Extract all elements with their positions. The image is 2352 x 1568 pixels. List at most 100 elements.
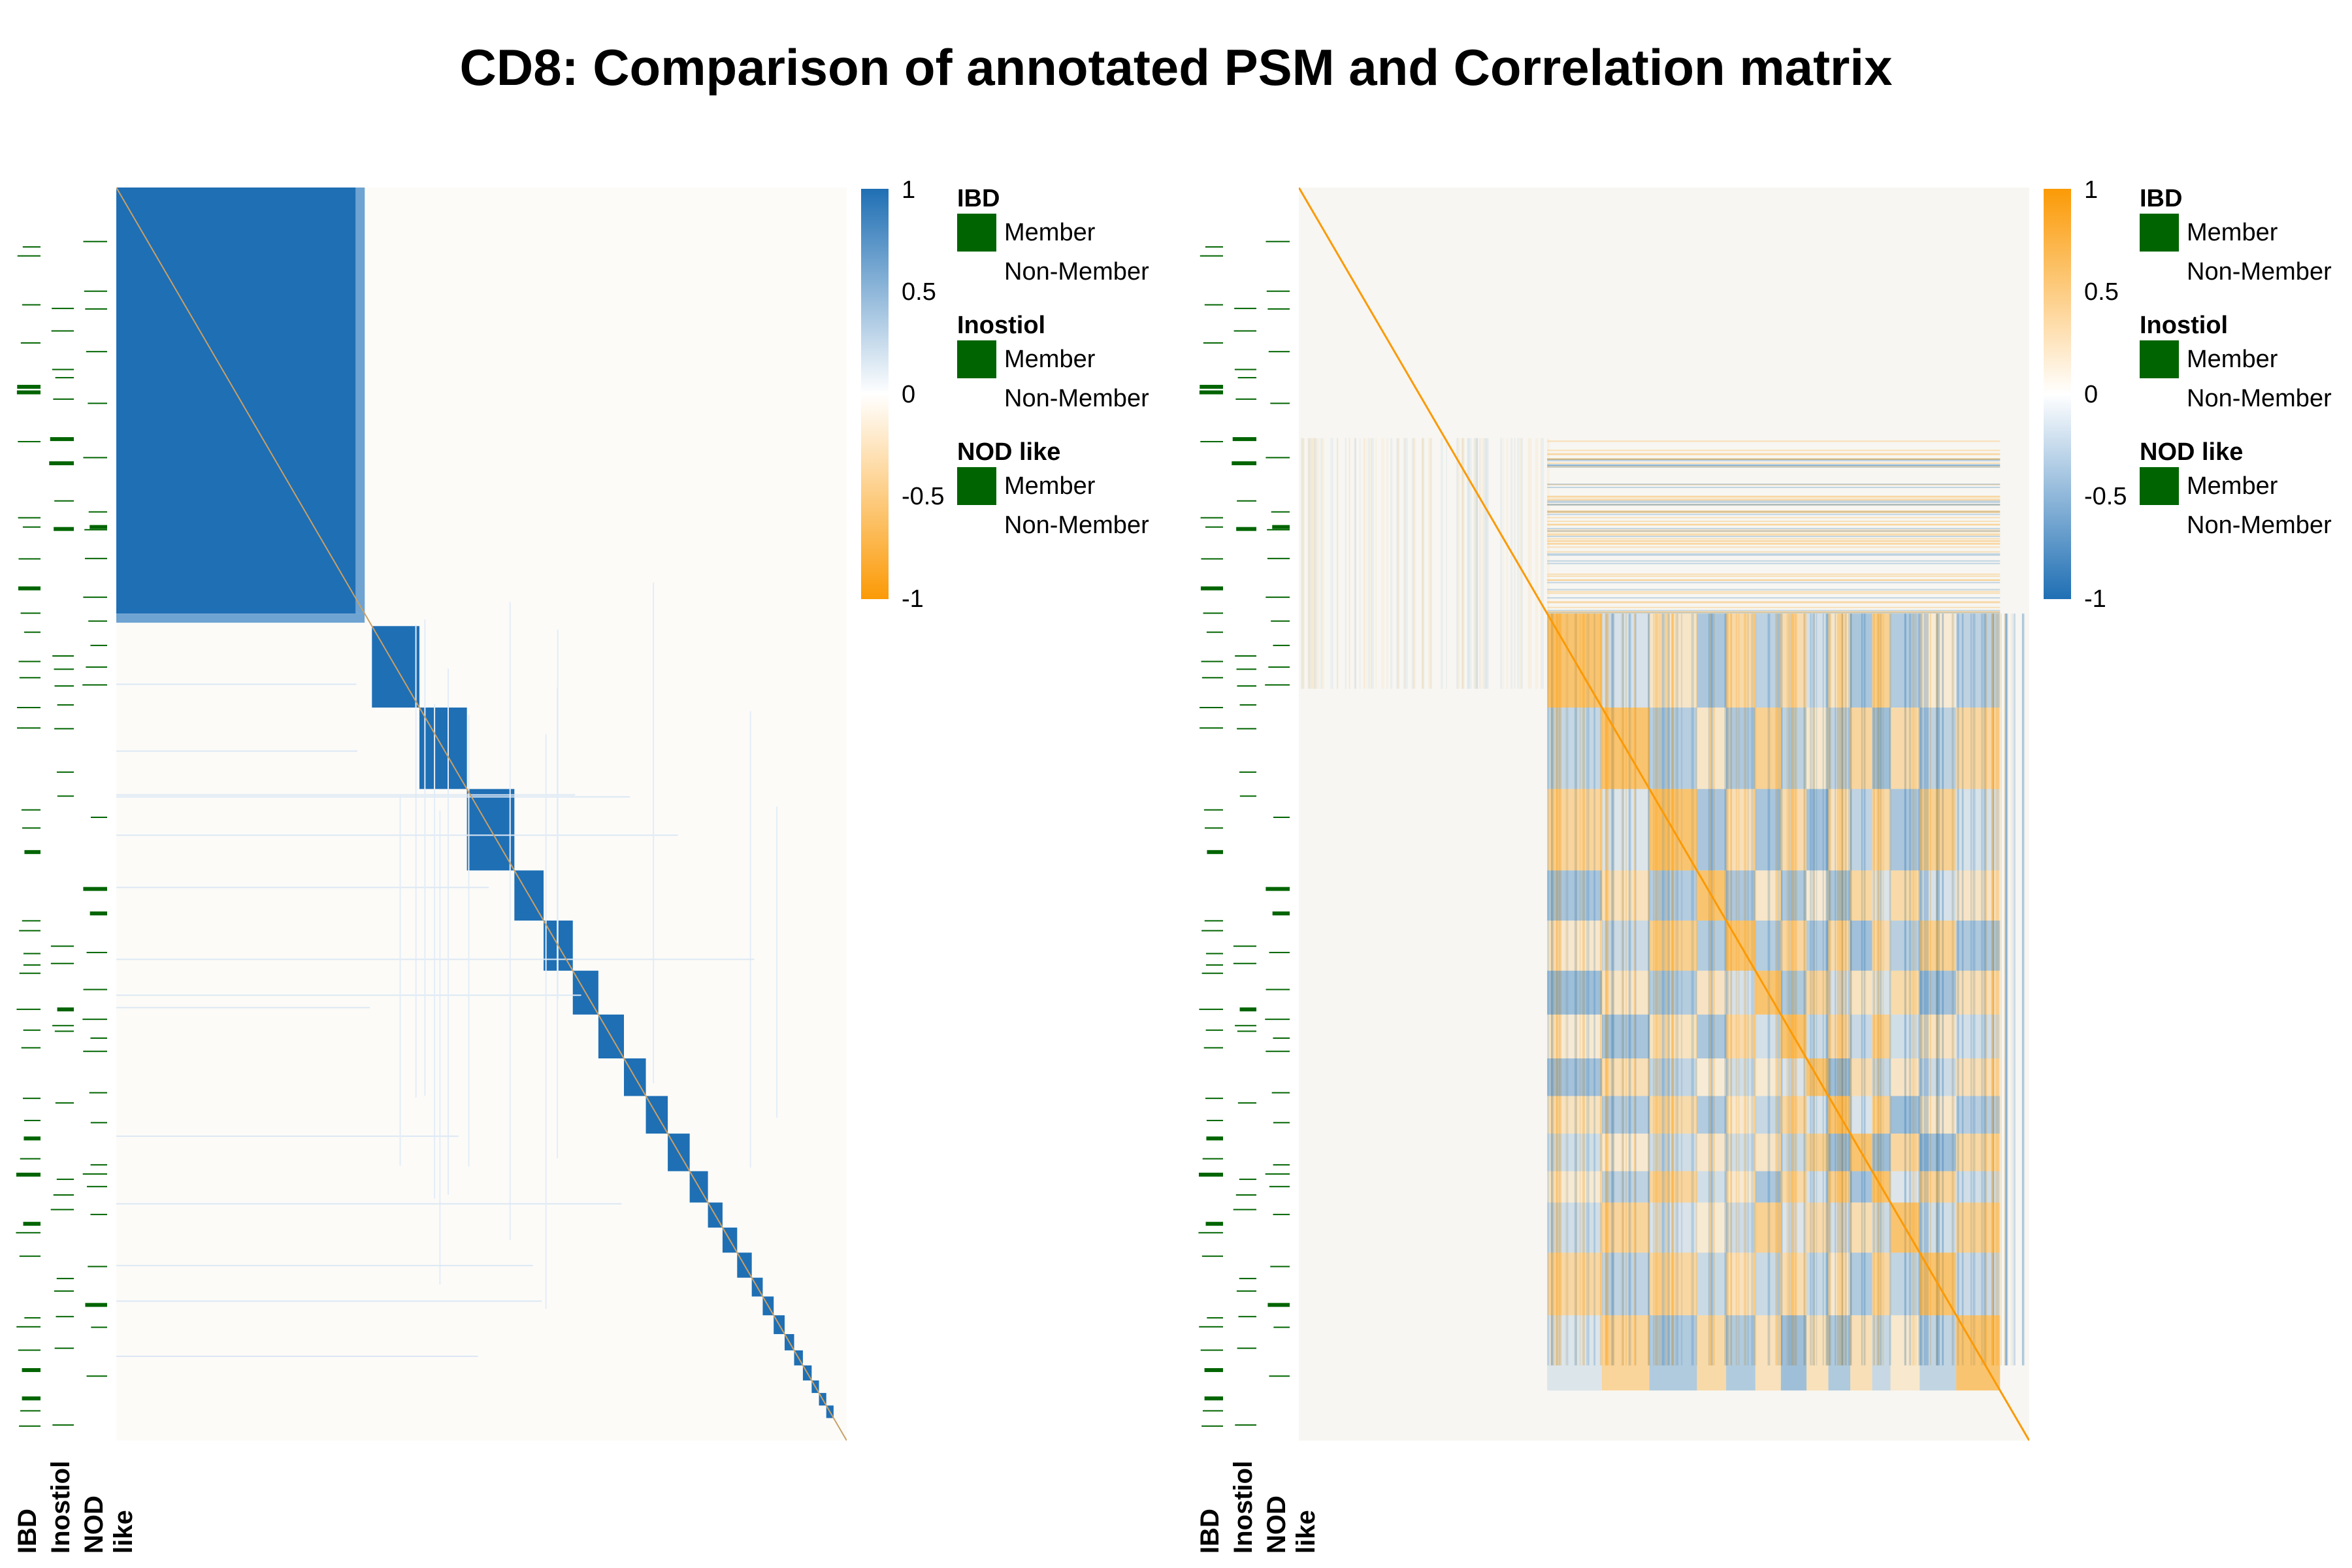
legend-member-swatch: [957, 214, 996, 252]
corr-row-line: [1547, 591, 2001, 593]
legend-member-row: Member: [2140, 467, 2352, 506]
corr-stripe: [1476, 438, 1478, 689]
annot-label-nod-right: NOD like: [1262, 1495, 1320, 1554]
page-title: CD8: Comparison of annotated PSM and Cor…: [459, 39, 1893, 96]
corr-row-line: [1547, 453, 2001, 455]
corr-stripe: [1919, 613, 1923, 1365]
corr-row-line: [1547, 504, 2001, 506]
annot-member-tick: [91, 1326, 107, 1328]
annot-label-ibd-right: IBD: [1196, 1509, 1224, 1554]
corr-block: [1726, 1315, 1756, 1391]
corr-stripe: [1321, 438, 1325, 689]
corr-block: [1919, 1058, 1957, 1096]
corr-stripe: [1584, 613, 1585, 1365]
corr-row-line: [1547, 540, 2001, 542]
corr-block: [1828, 870, 1851, 921]
corr-block: [1780, 1096, 1807, 1134]
legend-group-nod: NOD like Member Non-Member: [2140, 438, 2352, 546]
corr-block: [1872, 1058, 1891, 1096]
corr-stripe: [1880, 613, 1882, 1365]
annot-member-tick: [1205, 526, 1223, 528]
corr-block: [1649, 1134, 1697, 1171]
corr-row-line: [1547, 523, 2001, 525]
annot-member-tick: [1239, 795, 1256, 797]
corr-stripe: [1889, 613, 1891, 1365]
corr-block: [1780, 1134, 1807, 1171]
corr-stripe: [1920, 613, 1923, 1365]
corr-block: [1780, 921, 1807, 971]
annot-member-tick: [1236, 1290, 1256, 1292]
psm-faint-row: [116, 994, 581, 996]
corr-row-line: [1547, 553, 2001, 555]
corr-stripe: [2021, 613, 2025, 1365]
corr-block: [1806, 1171, 1829, 1203]
psm-faint-col: [557, 629, 559, 999]
annot-inostiol-right: [1230, 188, 1256, 1441]
corr-stripe: [1786, 613, 1789, 1365]
corr-stripe: [1747, 613, 1749, 1365]
corr-block: [1726, 970, 1756, 1015]
annot-member-tick: [1200, 1349, 1223, 1351]
corr-stripe: [1316, 438, 1318, 689]
corr-stripe: [1364, 438, 1365, 689]
corr-row-line: [1547, 502, 2001, 504]
corr-block: [1828, 707, 1851, 789]
annot-member-tick: [23, 964, 41, 966]
annot-member-tick: [1199, 390, 1223, 395]
annot-member-tick: [86, 1186, 107, 1188]
annot-member-tick: [22, 1098, 41, 1100]
corr-stripe: [1348, 438, 1350, 689]
corr-block: [1919, 921, 1957, 971]
corr-row-line: [1547, 602, 2001, 604]
corr-stripe: [1952, 613, 1955, 1365]
annot-member-tick: [1201, 558, 1223, 560]
annot-nod-left-svg: [82, 240, 107, 1377]
corr-block: [1601, 870, 1650, 921]
corr-block: [1919, 707, 1957, 789]
legend-title-ibd: IBD: [957, 185, 1000, 212]
annot-member-tick: [1237, 685, 1256, 687]
annot-member-tick: [1200, 517, 1223, 519]
corr-stripe: [1310, 438, 1313, 689]
correlation-heatmap-svg: [1299, 188, 2029, 1441]
corr-block: [1755, 1202, 1781, 1253]
corr-stripe: [1405, 438, 1408, 689]
corr-block: [1890, 1014, 1920, 1059]
corr-block: [1601, 1134, 1650, 1171]
annot-member-tick: [1233, 1209, 1256, 1211]
corr-stripe: [1600, 613, 1603, 1365]
corr-stripe: [1550, 613, 1554, 1365]
legend-nonmember-swatch: [2140, 506, 2179, 544]
corr-stripe: [1485, 438, 1488, 689]
annot-member-tick: [57, 795, 74, 797]
corr-row-line: [1547, 495, 2001, 497]
corr-block: [1547, 1014, 1602, 1059]
corr-stripe: [1844, 613, 1847, 1365]
legend-group-ibd: IBD Member Non-Member: [957, 185, 1218, 292]
corr-block: [1956, 707, 2001, 789]
annot-member-tick: [1239, 1007, 1256, 1012]
annot-member-tick: [19, 972, 41, 974]
annot-member-tick: [19, 677, 41, 679]
corr-block: [1872, 789, 1891, 871]
corr-block: [1806, 613, 1829, 708]
annot-member-tick: [84, 557, 107, 559]
annot-member-tick: [1233, 962, 1256, 964]
corr-block: [1726, 1058, 1756, 1096]
corr-block: [1697, 921, 1727, 971]
annot-member-tick: [16, 1326, 41, 1328]
corr-block: [1806, 1134, 1829, 1171]
corr-block: [1890, 613, 1920, 708]
corr-block: [1697, 707, 1727, 789]
corr-row-line: [1547, 538, 2001, 540]
annot-member-tick: [1271, 1092, 1290, 1094]
corr-row-line: [1547, 589, 2001, 591]
annot-member-tick: [83, 887, 107, 891]
corr-stripe: [1551, 613, 1554, 1365]
corr-cb-tick-0: 0: [2084, 381, 2099, 408]
annot-member-tick: [1235, 398, 1256, 400]
annot-member-tick: [54, 500, 74, 502]
corr-block: [1806, 1202, 1829, 1253]
corr-stripe: [1479, 438, 1480, 689]
corr-stripe: [1850, 613, 1852, 1365]
